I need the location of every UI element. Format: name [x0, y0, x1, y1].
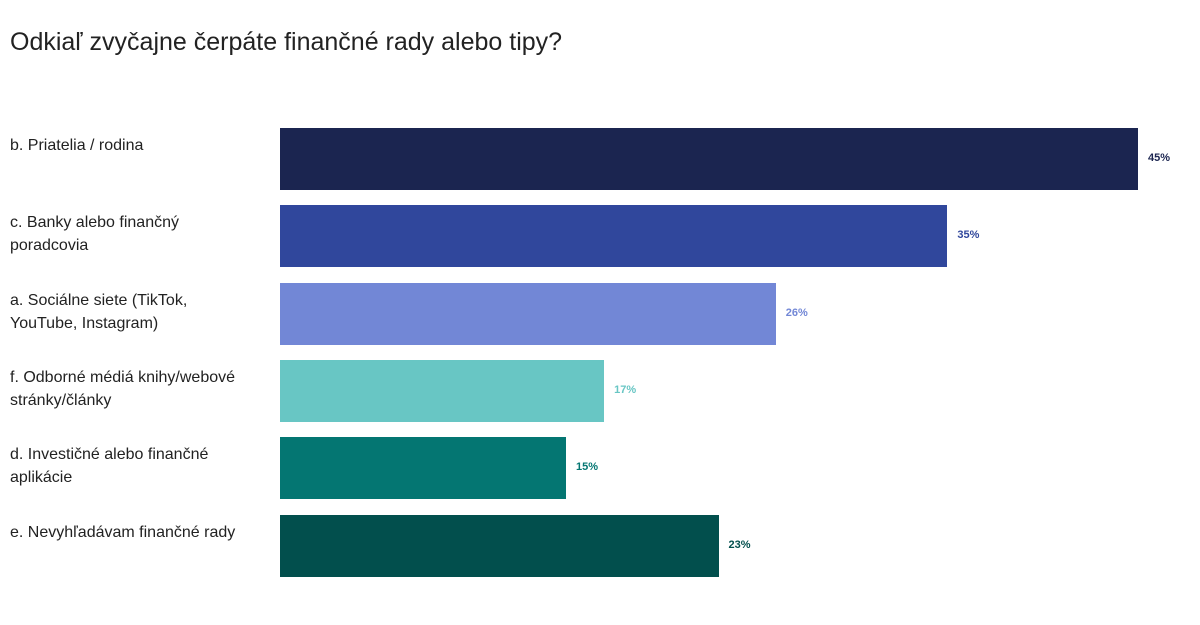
category-label: a. Sociálne siete (TikTok, YouTube, Inst… — [10, 291, 188, 332]
category-label: b. Priatelia / rodina — [10, 137, 144, 154]
bar — [280, 514, 719, 577]
value-label: 26% — [785, 306, 808, 319]
bar — [280, 437, 566, 500]
value-label: 15% — [576, 461, 599, 474]
value-label: 17% — [614, 383, 637, 396]
bar — [280, 359, 605, 422]
value-label: 23% — [728, 538, 751, 551]
bar — [280, 128, 1138, 190]
chart-title: Odkiaľ zvyčajne čerpáte finančné rady al… — [10, 28, 563, 56]
value-label: 35% — [957, 229, 980, 242]
category-label: d. Investičné alebo finančné aplikácie — [10, 446, 209, 487]
category-label: c. Banky alebo finančný poradcovia — [10, 214, 179, 255]
category-label: f. Odborné médiá knihy/webové stránky/čl… — [10, 368, 236, 409]
bar — [280, 205, 948, 268]
bar — [280, 282, 776, 345]
category-label: e. Nevyhľadávam finančné rady — [10, 523, 236, 541]
value-label: 45% — [1148, 152, 1171, 164]
